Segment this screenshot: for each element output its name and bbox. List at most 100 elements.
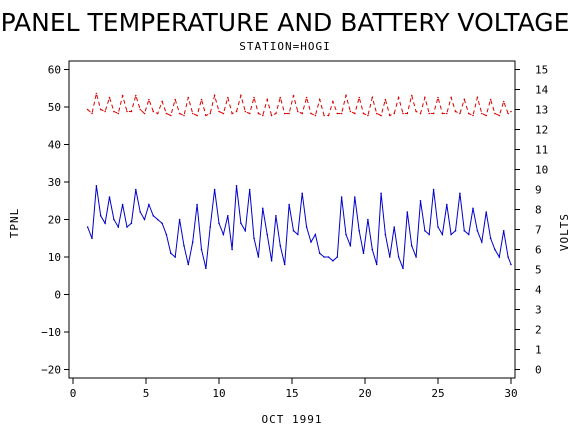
panel-temperature-point [148, 203, 150, 206]
battery-voltage-point [415, 110, 417, 113]
battery-voltage-point [104, 110, 106, 113]
panel-temperature-point [485, 211, 488, 213]
battery-voltage-point [472, 114, 474, 117]
battery-voltage-point [213, 94, 216, 97]
panel-temperature-point [327, 256, 330, 258]
battery-voltage-point [288, 112, 290, 115]
panel-temperature-point [279, 245, 282, 247]
panel-temperature-point [104, 222, 106, 225]
panel-temperature-point [297, 233, 299, 236]
right-y-tick-label: 5 [535, 264, 542, 277]
left-y-tick-label: 40 [48, 139, 61, 152]
panel-temperature-point [340, 196, 343, 198]
x-tick-label: 20 [358, 387, 371, 400]
battery-voltage-point [432, 112, 435, 115]
battery-voltage-point [502, 100, 505, 103]
panel-temperature-point [432, 188, 435, 191]
battery-voltage-point [187, 96, 190, 99]
battery-voltage-point [467, 112, 470, 115]
panel-temperature-point [367, 218, 369, 221]
battery-voltage-point [161, 100, 163, 103]
x-tick-label: 0 [70, 387, 77, 400]
battery-voltage-point [121, 94, 124, 97]
battery-voltage-point [183, 114, 185, 117]
battery-voltage-point [507, 112, 509, 115]
panel-temperature-point [86, 226, 89, 228]
battery-voltage-point [441, 112, 444, 115]
panel-temperature-point [187, 263, 190, 266]
panel-temperature-point [235, 185, 238, 187]
panel-temperature-point [424, 230, 426, 232]
battery-voltage-point [358, 96, 361, 99]
panel-temperature-point [205, 267, 207, 270]
battery-voltage-point [406, 112, 409, 115]
right-y-tick-label: 6 [535, 244, 542, 257]
x-axis: 0 5 10 15 20 25 30 [70, 378, 518, 400]
panel-temperature-point [257, 256, 260, 258]
panel-temperature-point [174, 256, 176, 258]
panel-temperature-point [489, 237, 492, 240]
panel-temperature-point [222, 233, 225, 236]
battery-voltage-point [310, 112, 312, 115]
battery-voltage-point [510, 110, 512, 113]
battery-voltage-point [117, 112, 120, 115]
battery-voltage-point [91, 112, 93, 115]
battery-voltage-point [174, 98, 176, 101]
panel-temperature-point [389, 256, 391, 258]
panel-temperature-point [135, 188, 137, 191]
battery-voltage-point [113, 110, 115, 113]
panel-temperature-point [481, 241, 483, 243]
battery-voltage-point [463, 98, 466, 101]
battery-voltage-point [332, 100, 334, 103]
panel-temperature-point [358, 230, 361, 232]
battery-voltage-point [253, 96, 255, 99]
battery-voltage-point [454, 110, 457, 113]
panel-temperature-point [209, 226, 211, 228]
battery-voltage-point [393, 112, 396, 115]
panel-temperature-point [397, 256, 400, 258]
battery-voltage-point [424, 96, 426, 99]
left-y-tick-label: 20 [48, 214, 61, 227]
battery-voltage-point [227, 96, 229, 99]
battery-voltage-point [446, 112, 448, 115]
panel-temperature-point [95, 185, 98, 187]
battery-voltage-point [459, 112, 461, 115]
battery-voltage-line [87, 93, 512, 117]
panel-temperature-point [459, 192, 461, 195]
battery-voltage-point [340, 112, 343, 115]
battery-voltage-point [139, 108, 141, 111]
panel-temperature-point [345, 233, 347, 236]
battery-voltage-point [275, 112, 277, 115]
battery-voltage-point [191, 112, 194, 115]
panel-temperature-point [428, 233, 431, 236]
panel-temperature-point [231, 248, 233, 251]
battery-voltage-point [481, 112, 483, 115]
left-y-tick-label: 50 [48, 101, 61, 114]
panel-temperature-point [498, 256, 501, 258]
battery-voltage-point [389, 114, 391, 117]
panel-temperature-point [318, 252, 321, 255]
battery-voltage-point [235, 110, 238, 113]
panel-temperature-point [463, 230, 466, 232]
right-y-axis-label: VOLTS [558, 213, 570, 251]
left-y-tick-label: 0 [54, 289, 61, 302]
left-y-tick-label: 10 [48, 251, 61, 264]
panel-temperature-point [454, 230, 457, 232]
battery-voltage-point [218, 110, 220, 113]
panel-temperature-point [375, 263, 378, 266]
panel-temperature-point [270, 260, 273, 262]
right-y-tick-label: 0 [535, 364, 542, 377]
battery-voltage-point [485, 114, 488, 117]
right-y-tick-label: 12 [535, 124, 548, 137]
battery-voltage-point [244, 110, 247, 113]
battery-voltage-point [283, 112, 286, 115]
panel-temperature-point [91, 237, 93, 240]
right-y-tick-label: 1 [535, 344, 542, 357]
panel-temperature-point [266, 233, 269, 236]
panel-temperature-point [494, 248, 496, 251]
panel-temperature-point [121, 203, 124, 206]
panel-temperature-point [402, 267, 404, 270]
battery-voltage-point [279, 96, 282, 99]
battery-voltage-point [222, 112, 225, 115]
